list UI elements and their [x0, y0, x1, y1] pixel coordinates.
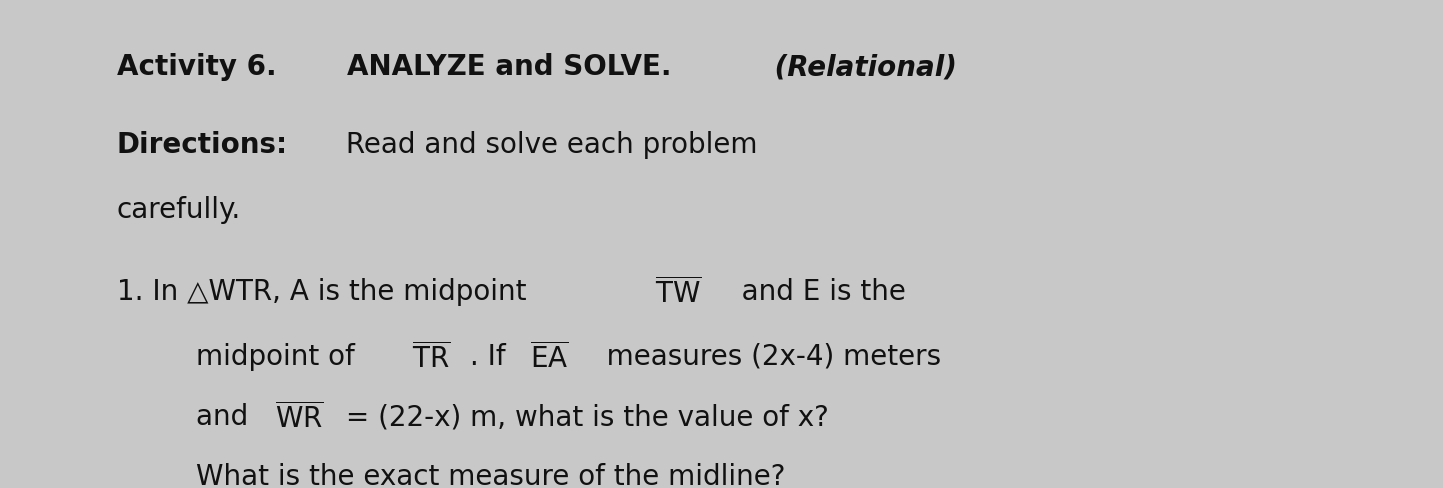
Text: $\overline{\mathrm{TR}}$: $\overline{\mathrm{TR}}$: [411, 342, 450, 373]
Text: $\overline{\mathrm{EA}}$: $\overline{\mathrm{EA}}$: [530, 342, 569, 373]
Text: Read and solve each problem: Read and solve each problem: [338, 131, 758, 159]
Text: Directions:: Directions:: [117, 131, 287, 159]
Text: midpoint of: midpoint of: [196, 342, 364, 370]
Text: and E is the: and E is the: [716, 277, 906, 305]
Text: $\overline{\mathrm{WR}}$: $\overline{\mathrm{WR}}$: [274, 402, 323, 434]
Text: carefully.: carefully.: [117, 195, 241, 224]
Text: $\overline{\mathrm{TW}}$: $\overline{\mathrm{TW}}$: [655, 277, 701, 309]
Text: and: and: [196, 402, 257, 430]
Text: 1. In △WTR, A is the midpoint: 1. In △WTR, A is the midpoint: [117, 277, 535, 305]
Text: ANALYZE and SOLVE.: ANALYZE and SOLVE.: [346, 53, 671, 81]
Text: What is the exact measure of the midline?: What is the exact measure of the midline…: [196, 463, 785, 488]
Text: (Relational): (Relational): [765, 53, 957, 81]
Text: . If: . If: [462, 342, 515, 370]
Text: measures (2x-4) meters: measures (2x-4) meters: [580, 342, 941, 370]
Text: = (22-x) m, what is the value of x?: = (22-x) m, what is the value of x?: [338, 402, 830, 430]
Text: Activity 6.: Activity 6.: [117, 53, 296, 81]
